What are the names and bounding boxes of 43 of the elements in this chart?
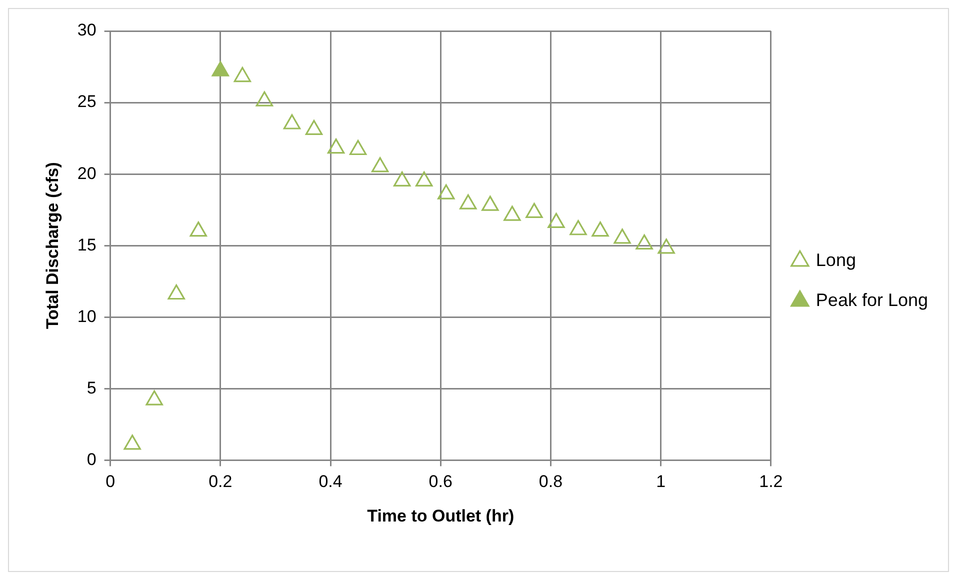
point [283, 114, 301, 130]
point [212, 61, 230, 76]
x-tick-label: 0.2 [208, 472, 232, 492]
point [416, 171, 433, 187]
point [327, 138, 345, 154]
point [504, 206, 521, 221]
x-axis-title: Time to Outlet (hr) [367, 506, 514, 526]
y-tick-label: 25 [77, 92, 96, 112]
point [592, 221, 609, 237]
point [526, 202, 543, 218]
x-tick-label: 0 [106, 472, 116, 492]
point [460, 194, 477, 210]
x-tick-label: 1 [656, 472, 666, 492]
y-tick-label: 0 [86, 450, 96, 469]
point [658, 238, 675, 254]
y-tick-label: 5 [86, 378, 96, 398]
point [349, 140, 367, 156]
point [636, 234, 653, 250]
x-tick-label: 0.4 [318, 472, 342, 492]
point [234, 66, 252, 82]
point [614, 228, 631, 244]
x-tick-label: 0.6 [428, 472, 452, 492]
point [548, 212, 565, 228]
point [146, 390, 163, 406]
x-tick-label: 0.8 [538, 472, 563, 492]
y-tick-label: 10 [77, 306, 96, 326]
point [168, 284, 185, 300]
y-tick-label: 30 [77, 20, 96, 40]
point [256, 91, 274, 106]
point [124, 434, 141, 450]
point [393, 171, 411, 187]
y-tick-label: 20 [77, 164, 96, 183]
point [570, 220, 587, 236]
point [438, 184, 455, 200]
point [190, 221, 207, 237]
y-tick-label: 15 [77, 235, 96, 254]
point [305, 120, 323, 136]
legend-label: Long [816, 250, 856, 270]
x-tick-label: 1.2 [759, 472, 783, 492]
point [482, 196, 499, 211]
point [371, 157, 389, 172]
y-axis-title: Total Discharge (cfs) [42, 162, 62, 330]
legend-label: Peak for Long [816, 290, 928, 310]
